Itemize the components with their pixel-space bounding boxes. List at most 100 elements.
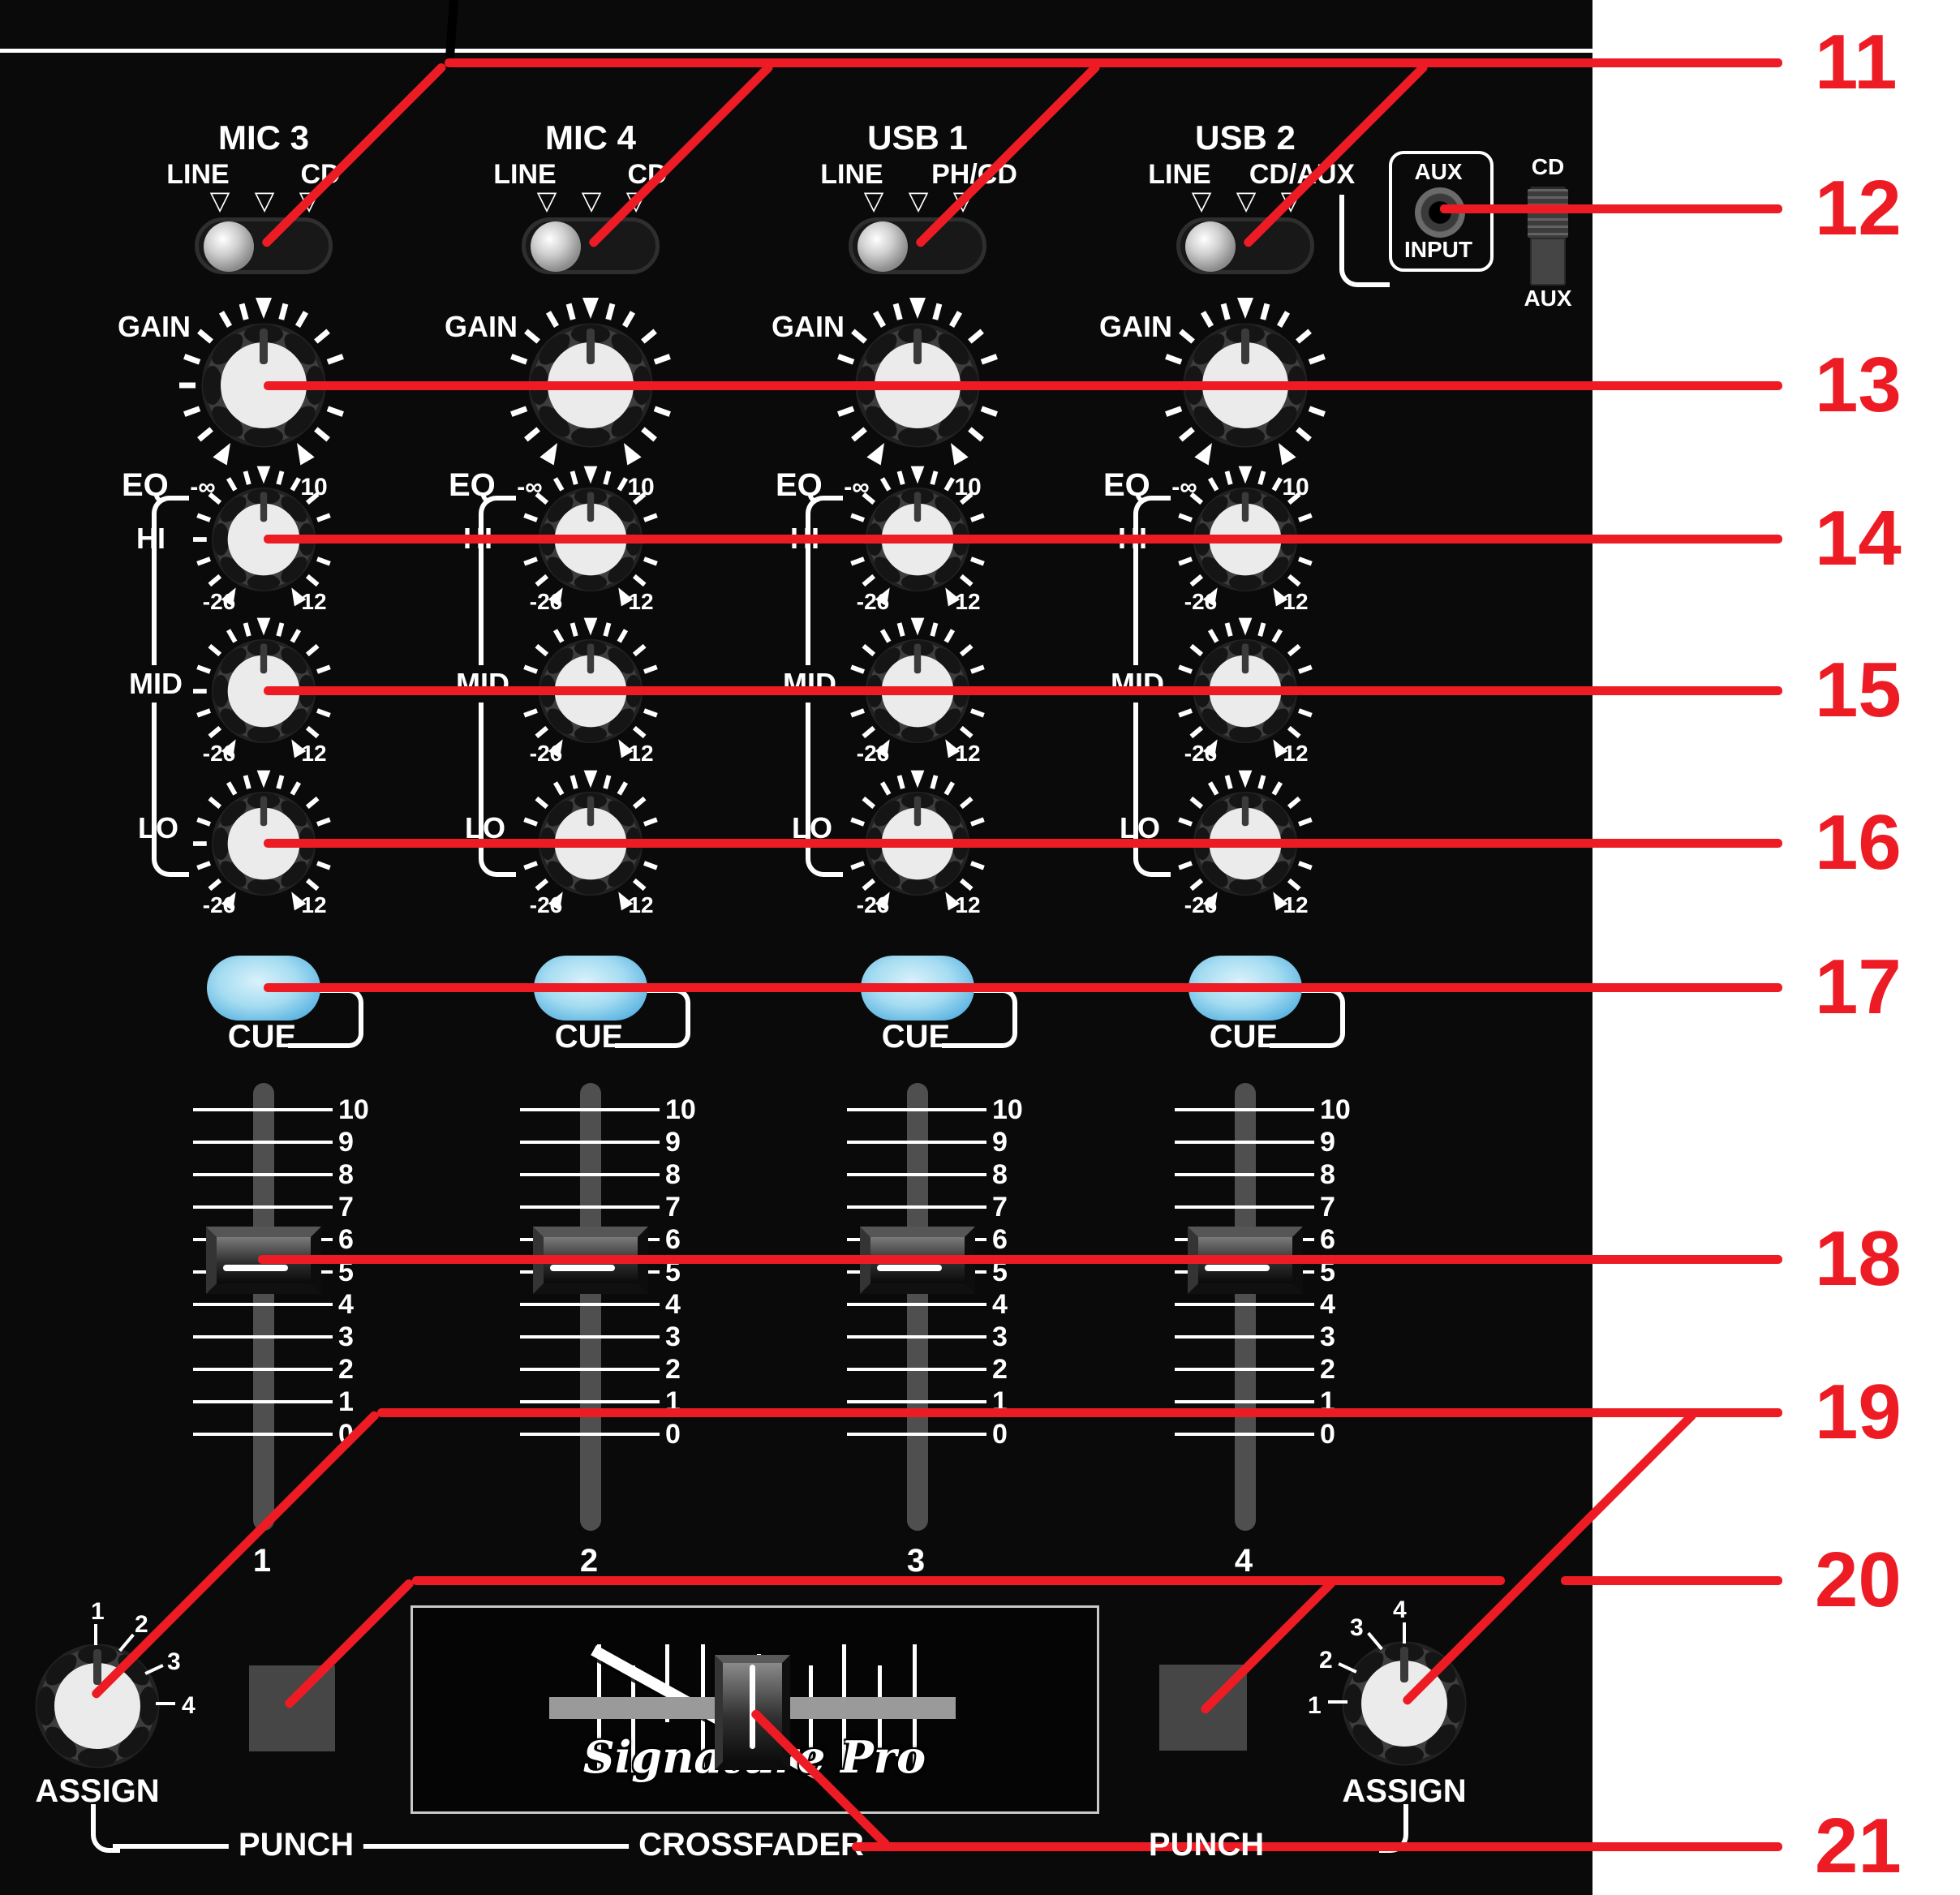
gain-label: GAIN (445, 310, 518, 343)
logo-stroke (631, 1665, 635, 1773)
input-selector-ball[interactable] (858, 221, 908, 272)
fader-tick (193, 1205, 333, 1209)
fader-scale-number: 8 (665, 1159, 681, 1190)
fader-scale-number: 0 (665, 1419, 681, 1450)
fader-tick (847, 1108, 986, 1111)
fader-scale-number: 9 (338, 1127, 354, 1158)
punch-button-left[interactable] (249, 1665, 335, 1751)
fader-tick (520, 1173, 660, 1176)
fader-tick (520, 1335, 660, 1339)
channel-fader-track[interactable] (253, 1083, 274, 1531)
eq-max-label: 12 (301, 589, 327, 614)
cue-label: CUE (227, 1019, 297, 1055)
fader-handle-line (223, 1265, 288, 1271)
fader-scale-number: 4 (1320, 1289, 1335, 1320)
fader-scale-number: 5 (338, 1257, 354, 1287)
fader-scale-number: 3 (665, 1321, 681, 1352)
assign-label-right: ASSIGN (1342, 1773, 1467, 1809)
eq-mid-label: MID (1104, 665, 1171, 703)
fader-tick (520, 1141, 660, 1144)
fader-tick (847, 1400, 986, 1403)
fader-scale-number: 2 (992, 1354, 1008, 1385)
callout-line-17 (264, 983, 1782, 992)
input-selector-ball[interactable] (531, 221, 581, 272)
fader-tick (193, 1368, 333, 1371)
eq-max-label: 12 (955, 892, 981, 917)
fader-scale-number: 10 (992, 1094, 1023, 1125)
fader-scale-number: 6 (665, 1224, 681, 1255)
input-source-label-line: LINE (1148, 159, 1211, 190)
fader-scale-number: 5 (992, 1257, 1008, 1287)
channel-number: 2 (579, 1543, 599, 1579)
fader-tick (1175, 1335, 1314, 1339)
fader-scale-number: 8 (992, 1159, 1008, 1190)
assign-tick (94, 1624, 97, 1645)
assign-label-left: ASSIGN (35, 1773, 160, 1809)
fader-tick (193, 1173, 333, 1176)
callout-line-18 (258, 1255, 1782, 1264)
fader-tick (520, 1303, 660, 1306)
punch-label-right: PUNCH (1148, 1827, 1265, 1863)
fader-scale-number: 4 (992, 1289, 1008, 1320)
input-selector-ball[interactable] (1185, 221, 1236, 272)
fader-scale-number: 0 (1320, 1419, 1335, 1450)
fader-tick (847, 1173, 986, 1176)
eq-max-label: 12 (1283, 589, 1309, 614)
mixer-channel: MIC 4 LINE CD ▽ ▽ ▽ GAIN -∞ 10 EQ HI MID… (420, 0, 761, 1895)
triangle-marker-icon: ▽ (863, 186, 884, 215)
fader-scale-number: 8 (338, 1159, 354, 1190)
triangle-marker-icon: ▽ (1191, 186, 1212, 215)
assign-punch-connector-left (91, 1804, 120, 1853)
callout-line-20 (1561, 1576, 1782, 1585)
assign-knob-left[interactable] (32, 1641, 162, 1771)
fader-scale-number: 10 (1320, 1094, 1351, 1125)
fader-scale-number: 9 (992, 1127, 1008, 1158)
fader-tick (847, 1368, 986, 1371)
callout-number-16: 16 (1815, 799, 1902, 886)
fader-tick (847, 1335, 986, 1339)
callout-line-15 (264, 686, 1782, 695)
fader-tick (847, 1433, 986, 1436)
fader-tick (1175, 1173, 1314, 1176)
channel-fader-track[interactable] (580, 1083, 601, 1531)
fader-scale-number: 2 (338, 1354, 354, 1385)
fader-scale-number: 5 (665, 1257, 681, 1287)
crossfader-handle-line (749, 1665, 755, 1749)
aux-switch-label: AUX (1524, 286, 1572, 311)
eq-hi-label: HI (136, 522, 165, 555)
eq-min-label: -26 (529, 892, 563, 917)
cd-switch-label: CD (1531, 154, 1565, 179)
fader-scale-number: 4 (665, 1289, 681, 1320)
fader-scale-number: 2 (665, 1354, 681, 1385)
fader-scale-number: 3 (992, 1321, 1008, 1352)
input-source-label-line: LINE (820, 159, 883, 190)
fader-tick (193, 1108, 333, 1111)
fader-scale-number: 0 (992, 1419, 1008, 1450)
fader-tick (847, 1303, 986, 1306)
fader-tick (520, 1108, 660, 1111)
aux-bracket (1339, 195, 1390, 287)
fader-scale-number: 5 (1320, 1257, 1335, 1287)
eq-min-label: -26 (1184, 741, 1218, 766)
fader-tick (520, 1368, 660, 1371)
input-selector-ball[interactable] (204, 221, 254, 272)
gain-label: GAIN (1099, 310, 1172, 343)
channel-fader-track[interactable] (1235, 1083, 1256, 1531)
eq-max-label: 12 (301, 741, 327, 766)
channel-title: MIC 3 (217, 118, 310, 157)
channel-number: 3 (906, 1543, 926, 1579)
fader-scale-number: 7 (992, 1192, 1008, 1223)
input-label: INPUT (1404, 237, 1472, 262)
fader-handle-line (1205, 1265, 1270, 1271)
channel-fader-track[interactable] (907, 1083, 928, 1531)
fader-tick (520, 1400, 660, 1403)
cd-aux-switch-knob[interactable] (1528, 189, 1568, 238)
eq-max-label: 12 (628, 892, 654, 917)
channel-number: 4 (1234, 1543, 1253, 1579)
fader-tick (520, 1433, 660, 1436)
fader-scale-number: 7 (1320, 1192, 1335, 1223)
callout-line-12 (1440, 204, 1782, 213)
crossfader-handle[interactable] (715, 1655, 790, 1770)
eq-max-label: 12 (955, 589, 981, 614)
fader-scale-number: 10 (665, 1094, 696, 1125)
